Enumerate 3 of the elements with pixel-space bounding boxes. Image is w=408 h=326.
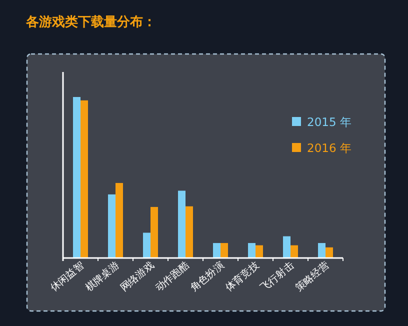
legend: 2015 年 [307, 115, 352, 129]
title: 各游戏类下载量分布： [26, 15, 156, 30]
legend: 2016 年 [307, 141, 352, 155]
